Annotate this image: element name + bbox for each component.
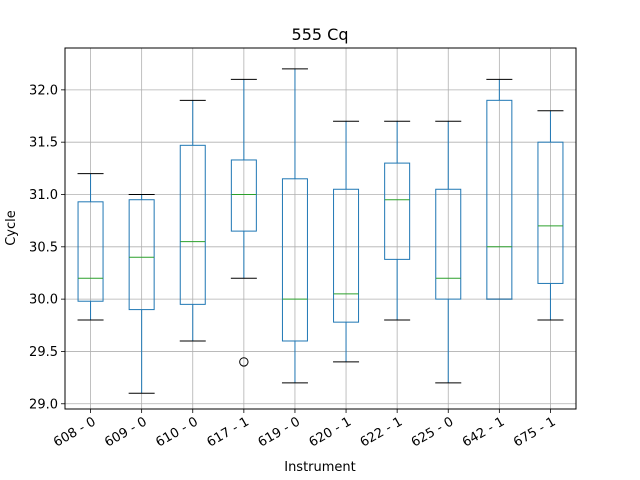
box-iqr xyxy=(179,144,206,305)
chart-title: 555 Cq xyxy=(292,25,349,44)
y-tick-label: 30.0 xyxy=(29,293,58,308)
y-axis: 29.0 29.5 30.0 30.5 31.0 31.5 32.0 xyxy=(29,83,65,412)
box-iqr xyxy=(537,141,564,284)
y-tick-label: 29.5 xyxy=(29,345,58,360)
box-610-0 xyxy=(179,99,206,342)
x-tick-label: 617 - 1 xyxy=(204,414,251,450)
x-tick-label: 622 - 1 xyxy=(358,414,405,450)
y-tick-label: 32.0 xyxy=(29,83,58,98)
x-tick-label: 619 - 0 xyxy=(256,414,303,450)
box-iqr xyxy=(77,201,104,302)
box-iqr xyxy=(435,188,462,300)
y-tick-label: 30.5 xyxy=(29,240,58,255)
y-axis-label: Cycle xyxy=(4,210,19,246)
box-layer xyxy=(77,68,564,394)
x-tick-label: 675 - 1 xyxy=(511,414,558,450)
box-iqr xyxy=(230,159,257,232)
y-tick-label: 31.0 xyxy=(29,188,58,203)
x-tick-label: 610 - 0 xyxy=(153,414,200,450)
box-iqr xyxy=(486,99,513,300)
box-608-0 xyxy=(77,173,104,321)
box-625-0 xyxy=(435,120,462,384)
x-axis: 608 - 0 609 - 0 610 - 0 617 - 1 619 - 0 620 -… xyxy=(51,409,558,450)
box-iqr xyxy=(281,178,308,342)
box-609-0 xyxy=(128,193,155,394)
x-tick-label: 642 - 1 xyxy=(460,414,507,450)
outlier-point xyxy=(239,357,249,367)
y-tick-label: 29.0 xyxy=(29,397,58,412)
box-620-1 xyxy=(333,120,360,363)
x-tick-label: 620 - 1 xyxy=(307,414,354,450)
x-axis-label: Instrument xyxy=(284,460,356,475)
box-iqr xyxy=(384,162,411,260)
box-622-1 xyxy=(384,120,411,321)
box-617-1 xyxy=(230,78,257,367)
plot-frame xyxy=(64,47,577,410)
x-tick-label: 608 - 0 xyxy=(51,414,98,450)
y-tick-label: 31.5 xyxy=(29,136,58,151)
x-tick-label: 609 - 0 xyxy=(102,414,149,450)
box-619-0 xyxy=(281,68,308,384)
box-iqr xyxy=(333,188,360,323)
box-675-1 xyxy=(537,110,564,321)
box-iqr xyxy=(128,199,155,311)
box-642-1 xyxy=(486,78,513,300)
x-tick-label: 625 - 0 xyxy=(409,414,456,450)
